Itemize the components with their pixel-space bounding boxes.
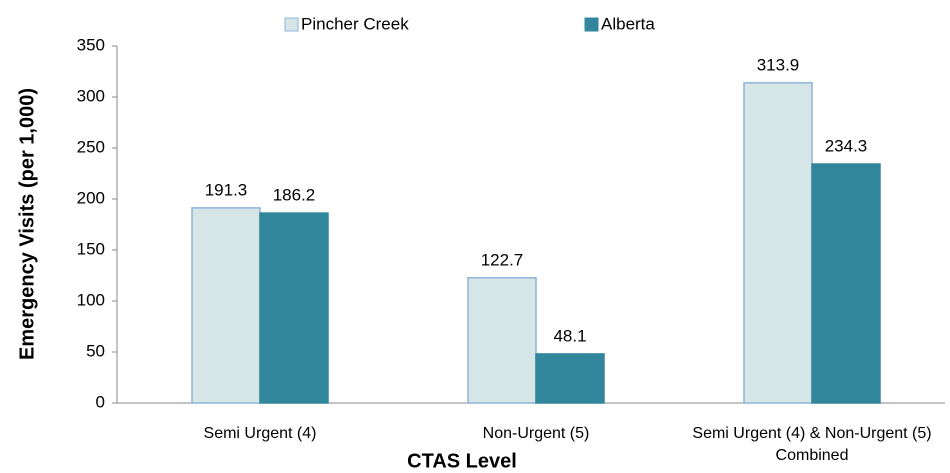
data-label: 48.1 (553, 326, 586, 345)
bar (467, 277, 537, 404)
x-tick-label: Non-Urgent (5) (482, 425, 590, 442)
y-tick-label: 150 (77, 239, 105, 258)
legend-label: Alberta (601, 14, 655, 33)
data-label: 234.3 (825, 136, 868, 155)
bar (811, 163, 881, 404)
bar (191, 207, 261, 404)
y-axis-title: Emergency Visits (per 1,000) (16, 88, 38, 360)
y-tick-label: 0 (96, 392, 105, 411)
y-tick-label: 200 (77, 188, 105, 207)
y-tick-label: 100 (77, 290, 105, 309)
data-label: 313.9 (757, 55, 800, 74)
bar (259, 212, 329, 404)
x-axis-title: CTAS Level (407, 450, 517, 472)
bar (535, 353, 605, 404)
y-tick-label: 50 (86, 341, 105, 360)
data-label: 191.3 (205, 180, 248, 199)
bar (743, 82, 813, 404)
x-tick-label: Semi Urgent (4) & Non-Urgent (5) Combine… (692, 425, 932, 464)
data-label: 186.2 (273, 186, 316, 205)
data-label: 122.7 (481, 250, 524, 269)
y-tick-label: 300 (77, 86, 105, 105)
y-tick-label: 250 (77, 137, 105, 156)
x-tick-label: Semi Urgent (4) (203, 425, 317, 442)
legend-swatch (584, 17, 599, 32)
legend-swatch (284, 17, 299, 32)
y-tick-label: 350 (77, 35, 105, 54)
legend-label: Pincher Creek (301, 14, 409, 33)
